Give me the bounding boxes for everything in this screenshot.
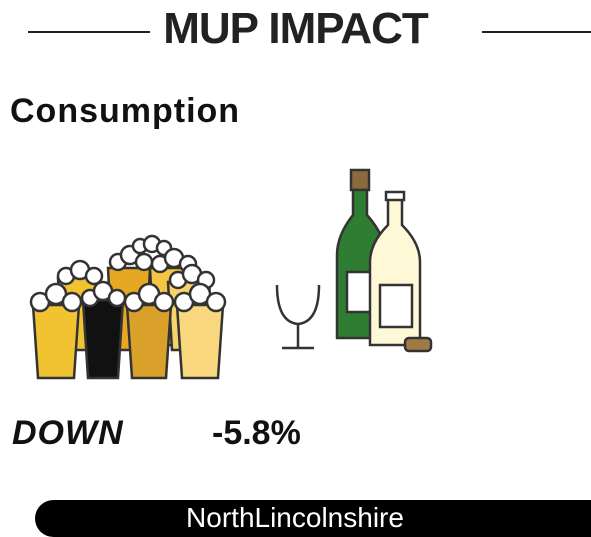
- region-label: NorthLincolnshire: [186, 502, 404, 533]
- title: MUP IMPACT: [163, 4, 429, 53]
- section-title: Consumption: [10, 92, 241, 130]
- direction-label: DOWN: [12, 414, 124, 452]
- drinks-icons: [29, 168, 433, 380]
- region-badge: [35, 500, 591, 537]
- title-rule: [482, 31, 591, 33]
- title-rule: [28, 31, 150, 33]
- change-value: -5.8%: [212, 414, 301, 452]
